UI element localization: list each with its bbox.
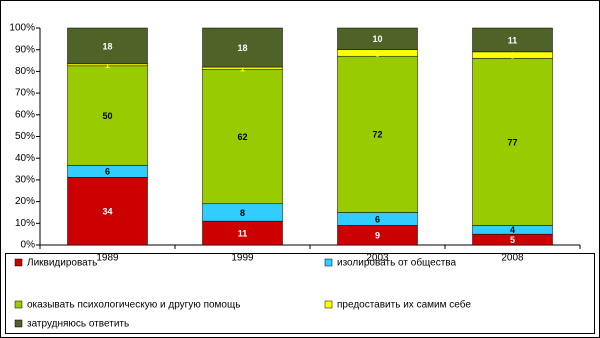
value-label: 5 [510,235,515,245]
bar-segment [337,27,418,50]
value-label: 9 [375,231,380,241]
y-tick-label: 100% [9,23,35,34]
bar-segment [67,27,148,65]
value-label: 18 [237,43,247,53]
legend-swatch [14,319,23,328]
bar-segment [202,68,283,205]
legend-swatch [324,300,333,309]
value-label: 3 [510,51,515,61]
y-tick-label: 50% [15,131,35,142]
legend-swatch [14,300,23,309]
y-tick-label: 80% [15,66,35,77]
legend-swatch [14,258,23,267]
bar-segment [67,65,148,166]
legend-label: предоставить их самим себе [337,299,471,311]
legend-label: изолировать от общества [337,257,457,269]
legend-label: Ликвидировать [27,258,97,269]
x-tick-label: 2008 [501,253,524,264]
y-tick-label: 90% [15,44,35,55]
bar-segment [337,55,418,213]
x-tick-label: 1989 [96,253,119,264]
x-tick-label: 2003 [366,253,389,264]
value-label: 11 [238,228,248,238]
value-label: 6 [105,167,110,177]
value-label: 18 [102,41,112,51]
y-tick-label: 10% [15,218,35,229]
x-tick-label: 1999 [231,253,254,264]
legend-label: затрудняюсь ответить [27,319,129,330]
y-tick-label: 20% [15,196,35,207]
bar-segment [202,27,283,68]
value-label: 11 [508,35,518,45]
value-label: 50 [102,111,112,121]
value-label: 8 [240,208,245,218]
bar-segment [67,177,148,246]
value-label: 1 [105,60,110,70]
legend-box [5,253,595,334]
value-label: 62 [237,132,247,142]
value-label: 4 [510,225,515,235]
y-tick-label: 40% [15,153,35,164]
legend-swatch [324,258,333,267]
value-label: 34 [102,207,112,217]
value-label: 3 [375,48,380,58]
value-label: 72 [372,130,382,140]
value-label: 6 [375,214,380,224]
y-tick-label: 60% [15,109,35,120]
y-tick-label: 0% [21,240,36,251]
bar-segment [472,58,553,226]
legend-label: оказывать психологическую и другую помощ… [27,300,240,311]
value-label: 10 [372,34,382,44]
value-label: 77 [507,137,517,147]
bar-segment [472,27,553,53]
y-tick-label: 70% [15,88,35,99]
value-label: 1 [240,64,245,74]
y-tick-label: 30% [15,175,35,186]
